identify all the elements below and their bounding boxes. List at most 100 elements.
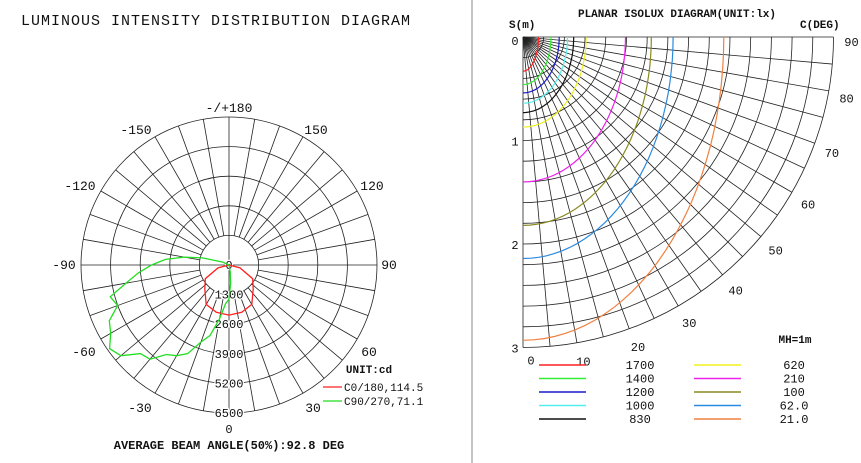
isolux-title: PLANAR ISOLUX DIAGRAM(UNIT:lx): [578, 9, 776, 21]
radial-tick-label: 3900: [215, 348, 244, 362]
mounting-height: MH=1m: [778, 335, 811, 347]
angle-tick-label: 90: [844, 36, 858, 50]
angle-tick-label: 60: [361, 345, 377, 360]
polar-spoke: [254, 190, 358, 251]
polar-spoke: [256, 274, 369, 316]
polar-spoke: [178, 125, 220, 238]
polar-spoke: [133, 287, 211, 379]
polar-spoke: [154, 290, 215, 394]
angle-tick-label: 150: [304, 123, 327, 138]
isolux-grid-ray: [522, 36, 551, 347]
angle-tick-label: 120: [360, 179, 383, 194]
intensity-curve-c90-270: [108, 256, 232, 360]
angle-tick-label: 40: [728, 285, 742, 299]
legend-value: 100: [783, 386, 805, 400]
radial-tick-label: 6500: [215, 407, 244, 421]
angle-tick-label: -150: [120, 123, 151, 138]
polar-spoke: [100, 279, 204, 340]
angle-tick-label: 0: [225, 423, 232, 437]
polar-spoke: [89, 274, 202, 316]
angle-tick-label: 30: [305, 401, 321, 416]
angle-tick-label: 50: [768, 245, 782, 259]
legend-value: 620: [783, 359, 805, 373]
unit-label: UNIT:cd: [346, 365, 392, 377]
legend-value: 1400: [626, 373, 655, 387]
isolux-contour: [522, 37, 552, 86]
isolux-grid-ray: [522, 36, 762, 237]
legend-value: 1000: [626, 400, 655, 414]
polar-diagram: -/+180-150 150-120 120-90 90-60 60-30 3000130…: [52, 101, 397, 437]
radial-tick-label: 2600: [215, 318, 244, 332]
polar-spoke: [258, 269, 375, 292]
isolux-contour: [522, 36, 674, 260]
polar-spoke: [115, 283, 207, 361]
polar-spoke: [238, 292, 280, 405]
polar-spoke: [83, 269, 200, 292]
angle-tick-label: 20: [631, 341, 645, 355]
polar-title: LUMINOUS INTENSITY DISTRIBUTION DIAGRAM: [21, 13, 411, 30]
isolux-grid-ray: [522, 36, 805, 169]
isolux-grid-ray: [522, 36, 604, 338]
isolux-contour: [522, 36, 725, 341]
polar-spoke: [154, 136, 215, 240]
c-axis-label: C(DEG): [800, 20, 840, 32]
polar-spoke: [251, 283, 343, 361]
angle-tick-label: 60: [801, 198, 815, 212]
isolux-contour: [522, 36, 627, 183]
polar-spoke: [254, 279, 358, 340]
legend-value: 62.0: [780, 400, 809, 414]
polar-spoke: [89, 214, 202, 256]
isolux-grid-ray: [522, 36, 793, 193]
legend-label: C0/180,114.5: [344, 383, 423, 395]
angle-tick-label: -30: [128, 401, 151, 416]
legend-value: 21.0: [780, 413, 809, 427]
angle-tick-label: 10: [576, 356, 590, 370]
polar-spoke: [233, 119, 256, 236]
polar-spoke: [243, 290, 304, 394]
polar-spoke: [247, 287, 325, 379]
isolux-contour: [522, 36, 569, 104]
isolux-grid-ray: [522, 36, 702, 292]
polar-legend: C0/180,114.5 C90/270,71.1: [323, 383, 424, 409]
isolux-contour: [522, 36, 587, 128]
s-tick-label: 3: [511, 343, 518, 357]
angle-tick-label: 80: [839, 92, 853, 106]
angle-tick-label: -120: [64, 179, 95, 194]
legend-value: 1700: [626, 359, 655, 373]
polar-spoke: [243, 136, 304, 240]
angle-tick-label: 70: [825, 147, 839, 161]
s-axis-label: S(m): [509, 20, 535, 32]
polar-spoke: [202, 119, 225, 236]
angle-tick-label: 0: [527, 355, 534, 369]
polar-spoke: [115, 169, 207, 247]
isolux-grid-ray: [522, 36, 679, 307]
isolux-contour: [522, 36, 575, 114]
isolux-grid-ray: [522, 36, 578, 343]
beam-angle-footer: AVERAGE BEAM ANGLE(50%):92.8 DEG: [114, 439, 344, 453]
polar-spoke: [238, 125, 280, 238]
polar-spoke: [247, 151, 325, 243]
intensity-curve-c0-180: [204, 264, 254, 316]
polar-spoke: [83, 238, 200, 261]
isolux-contour: [522, 36, 652, 226]
polar-spoke: [133, 151, 211, 243]
polar-spoke: [256, 214, 369, 256]
radial-tick-label: 5200: [215, 377, 244, 391]
legend-value: 210: [783, 373, 805, 387]
s-tick-label: 2: [511, 239, 518, 253]
legend-value: 1200: [626, 386, 655, 400]
polar-spoke: [251, 169, 343, 247]
angle-tick-label: -60: [72, 345, 95, 360]
s-tick-label: 1: [511, 136, 518, 150]
polar-spoke: [100, 190, 204, 251]
isolux-contour: [522, 37, 540, 72]
isolux-contour: [522, 37, 560, 94]
polar-spoke: [178, 292, 220, 405]
legend-label: C90/270,71.1: [344, 397, 424, 409]
angle-tick-label: -/+180: [206, 101, 253, 116]
angle-tick-label: 90: [381, 258, 397, 273]
angle-tick-label: -90: [52, 258, 75, 273]
